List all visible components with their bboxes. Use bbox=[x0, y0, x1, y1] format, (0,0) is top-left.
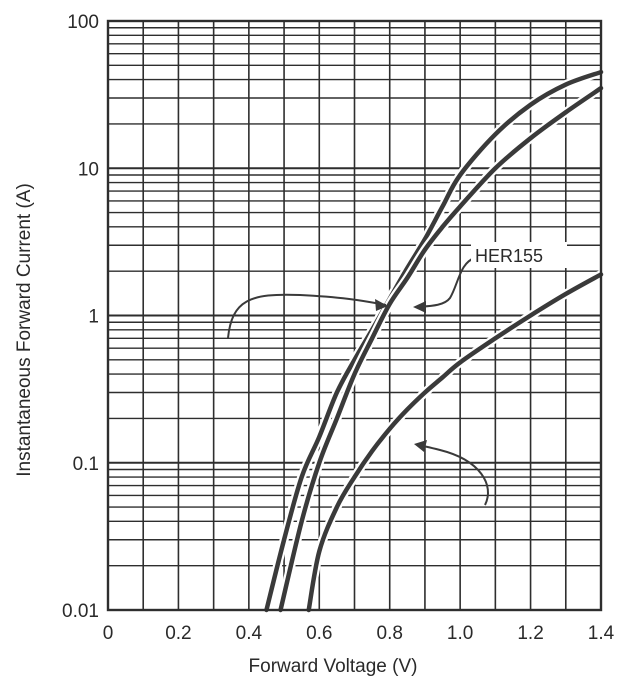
left-annotation-arrow bbox=[227, 293, 387, 339]
y-tick-label: 100 bbox=[67, 12, 99, 33]
series-line-3 bbox=[306, 272, 604, 613]
series-line-halo-3 bbox=[304, 269, 606, 615]
left-arrowhead bbox=[375, 299, 388, 311]
x-tick-label: 0.8 bbox=[377, 623, 403, 644]
series-line-2 bbox=[278, 85, 604, 613]
series-line-1 bbox=[264, 69, 604, 613]
annotations: HER155 bbox=[227, 242, 567, 506]
annotation-label-bg bbox=[471, 242, 567, 268]
x-tick-label: 1.4 bbox=[588, 623, 615, 644]
y-tick-label: 1 bbox=[88, 307, 99, 328]
her155-arrowhead bbox=[413, 301, 426, 313]
x-tick-label: 0.4 bbox=[236, 623, 263, 644]
x-tick-label: 0.2 bbox=[165, 623, 191, 644]
x-axis-title: Forward Voltage (V) bbox=[249, 656, 418, 677]
x-tick-label: 0.6 bbox=[306, 623, 332, 644]
y-tick-label: 0.1 bbox=[73, 454, 99, 475]
x-tick-label: 1.0 bbox=[447, 623, 473, 644]
y-tick-label: 0.01 bbox=[62, 601, 99, 622]
annotation-label: HER155 bbox=[475, 246, 543, 266]
curves bbox=[261, 67, 606, 615]
series-line-halo-1 bbox=[261, 67, 606, 615]
plot-frame bbox=[106, 19, 603, 612]
x-tick-label: 1.2 bbox=[517, 623, 543, 644]
plot-border bbox=[106, 19, 603, 612]
lower-arrowhead bbox=[414, 440, 427, 452]
y-tick-label: 10 bbox=[78, 159, 99, 180]
x-tick-label: 0 bbox=[103, 623, 114, 644]
y-axis-title: Instantaneous Forward Current (A) bbox=[14, 183, 35, 477]
her155-annotation-arrow bbox=[415, 257, 476, 308]
tick-labels: 0 0.2 0.4 0.6 0.8 1.0 1.2 1.4 0.01 0.1 1 10 100 bbox=[62, 12, 615, 644]
